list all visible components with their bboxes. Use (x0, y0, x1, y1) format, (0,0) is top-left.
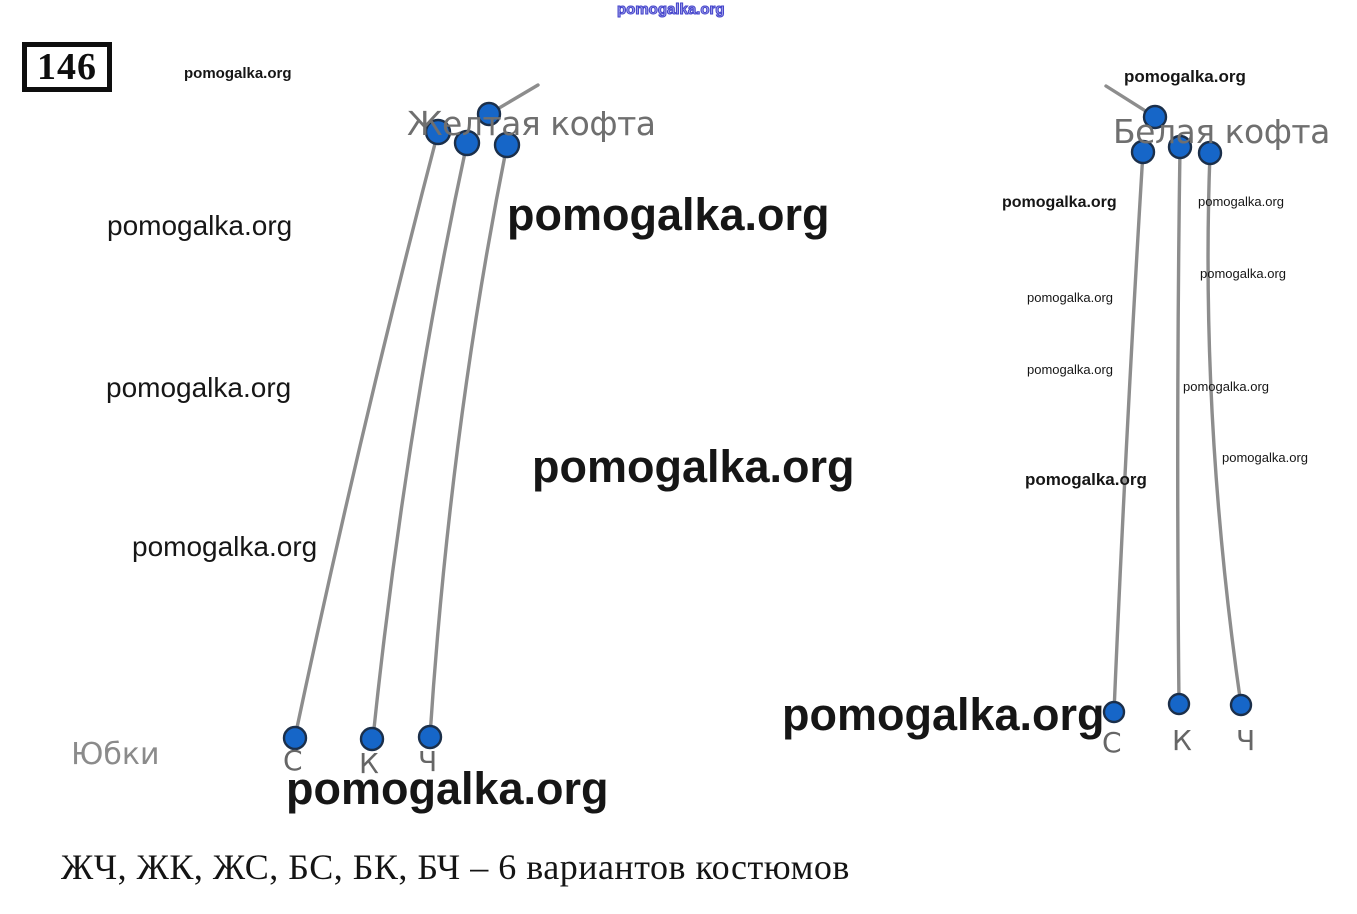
watermark-center-middle-large: pomogalka.org (532, 441, 855, 492)
left-skirt-label-s: С (283, 744, 303, 777)
watermark-right-2: pomogalka.org (1198, 194, 1284, 209)
watermark-top-left: pomogalka.org (184, 65, 292, 82)
right-top-dot-2 (1167, 134, 1193, 160)
right-skirt-label-k: К (1172, 724, 1192, 757)
right-line-to-k (1176, 145, 1182, 706)
right-diagram-dots (1102, 104, 1253, 724)
right-skirt-label-ch: Ч (1236, 724, 1256, 757)
right-top-dot-3 (1197, 140, 1223, 166)
problem-number: 146 (37, 46, 97, 88)
watermark-right-3: pomogalka.org (1200, 266, 1286, 281)
left-skirt-label-ch: Ч (418, 745, 438, 778)
left-top-dot-1 (424, 118, 452, 146)
right-skirt-label-s: С (1102, 726, 1122, 759)
right-line-to-s (1112, 150, 1145, 714)
left-bottom-dot-ch (417, 724, 443, 750)
watermark-bottom-left-large: pomogalka.org (286, 763, 609, 814)
left-diagram-lines (293, 83, 540, 740)
right-bottom-dot-ch (1229, 693, 1253, 717)
left-top-dot-2 (453, 129, 481, 157)
watermark-right-8: pomogalka.org (1025, 470, 1147, 489)
watermark-left-upper: pomogalka.org (107, 210, 293, 241)
watermark-right-6: pomogalka.org (1183, 379, 1269, 394)
left-line-to-s (293, 130, 440, 739)
right-top-apex-dot (1142, 104, 1168, 130)
watermark-bottom-right-large: pomogalka.org (782, 689, 1105, 740)
right-diagram-title: Белая кофта (1113, 112, 1330, 151)
watermark-center-upper-large: pomogalka.org (507, 189, 830, 240)
left-diagram-dots (282, 101, 521, 752)
left-line-to-k (371, 141, 469, 740)
watermark-left-lower: pomogalka.org (132, 531, 318, 562)
right-line-to-ch (1206, 151, 1243, 707)
right-diagram-lines (1104, 84, 1243, 714)
watermark-right-top: pomogalka.org (1124, 67, 1246, 86)
left-top-dot-3 (493, 131, 521, 159)
right-bottom-dot-k (1167, 692, 1191, 716)
left-top-apex-dot (476, 101, 502, 127)
watermark-right-1: pomogalka.org (1002, 194, 1117, 211)
watermark-left-middle: pomogalka.org (106, 372, 292, 403)
right-bottom-dot-s (1102, 700, 1126, 724)
left-diagram-title: Желтая кофта (407, 104, 656, 143)
watermark-top-center-outline: pomogalka.org (617, 1, 726, 18)
left-bottom-dot-s (282, 725, 308, 751)
left-line-to-ch (428, 143, 509, 738)
right-top-dot-1 (1130, 139, 1156, 165)
left-bottom-dot-k (359, 726, 385, 752)
skirts-axis-label: Юбки (71, 737, 160, 772)
left-skirt-label-k: К (359, 747, 379, 780)
answer-text: ЖЧ, ЖК, ЖС, БС, БК, БЧ – 6 вариантов кос… (61, 847, 850, 887)
problem-number-box: 146 (22, 42, 112, 92)
watermark-right-5: pomogalka.org (1027, 362, 1113, 377)
watermark-right-7: pomogalka.org (1222, 450, 1308, 465)
watermark-right-4: pomogalka.org (1027, 290, 1113, 305)
